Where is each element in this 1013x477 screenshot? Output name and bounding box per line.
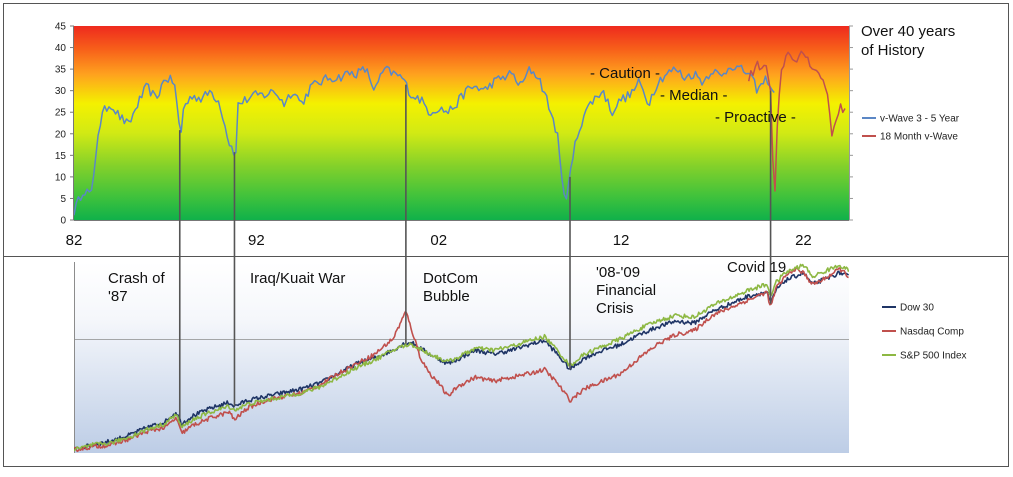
zone-label-median: - Median - xyxy=(660,87,728,104)
y-tick-label: 35 xyxy=(55,65,67,76)
y-tick-label: 0 xyxy=(60,216,66,227)
y-tick-label: 20 xyxy=(55,129,67,140)
y-tick-label: 45 xyxy=(55,22,67,33)
event-label: Crash of '87 xyxy=(108,270,166,305)
side-note-line: Over 40 years xyxy=(861,23,955,40)
x-tick-label: 02 xyxy=(430,232,447,249)
event-label: Covid 19 xyxy=(727,259,786,276)
side-note-line: of History xyxy=(861,42,925,59)
event-label: DotCom Bubble xyxy=(423,270,478,305)
x-tick-label: 92 xyxy=(248,232,265,249)
legend-label: v-Wave 3 - 5 Year xyxy=(880,114,960,125)
event-label: Iraq/Kuait War xyxy=(250,270,345,287)
legend-label: 18 Month v-Wave xyxy=(880,132,958,143)
legend-label: Dow 30 xyxy=(900,303,934,314)
zone-label-proactive: - Proactive - xyxy=(715,109,796,126)
event-label: '08-'09 Financial Crisis xyxy=(596,264,656,317)
y-tick-label: 30 xyxy=(55,86,67,97)
y-tick-label: 25 xyxy=(55,108,67,119)
y-tick-label: 10 xyxy=(55,172,67,183)
series-line-18-month-v-wave xyxy=(747,50,846,192)
zone-label-caution: - Caution - xyxy=(590,65,660,82)
y-tick-label: 15 xyxy=(55,151,67,162)
series-line-nasdaq-comp xyxy=(74,266,849,453)
zone-gradient-background xyxy=(74,26,849,220)
x-tick-label: 12 xyxy=(613,232,630,249)
outer-border xyxy=(3,3,1009,467)
legend-label: S&P 500 Index xyxy=(900,351,967,362)
legend-label: Nasdaq Comp xyxy=(900,327,964,338)
series-line-s-p-500-index xyxy=(74,263,849,452)
x-tick-label: 82 xyxy=(66,232,83,249)
y-tick-label: 5 xyxy=(60,194,66,205)
series-line-v-wave-3-5-year xyxy=(74,64,775,216)
y-tick-label: 40 xyxy=(55,43,67,54)
x-tick-label: 22 xyxy=(795,232,812,249)
